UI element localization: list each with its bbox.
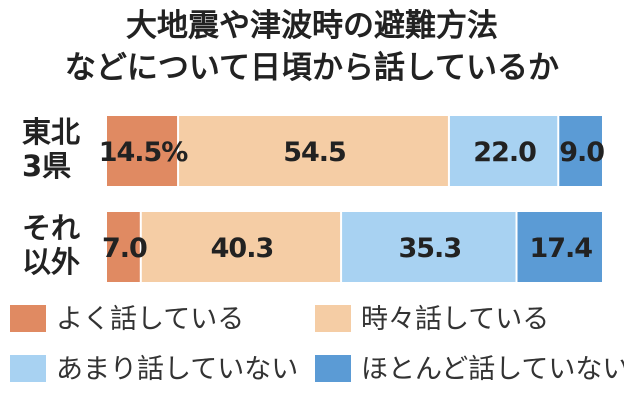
bar-segment (107, 116, 178, 186)
chart-title-line: 大地震や津波時の避難方法 (126, 8, 498, 44)
data-label: 7.0 (102, 233, 147, 264)
data-label: 22.0 (473, 137, 536, 168)
bar-segment (342, 212, 516, 282)
legend-label: 時々話している (361, 304, 549, 335)
legend-swatch (10, 305, 46, 332)
chart-title-line: などについて日頃から話しているか (65, 50, 559, 86)
bar-segment (559, 116, 602, 186)
bars (107, 116, 602, 282)
bar-segment (179, 116, 448, 186)
bar-segment (107, 212, 140, 282)
legend-swatch (315, 355, 351, 382)
data-label: 54.5 (283, 137, 346, 168)
bar-segment (141, 212, 341, 282)
legend-label: ほとんど話していない (361, 354, 624, 385)
legend-label: よく話している (56, 304, 244, 335)
bar-segment (517, 212, 602, 282)
category-label: それ (22, 211, 80, 245)
data-label: 40.3 (211, 233, 274, 264)
data-label: 14.5% (99, 137, 189, 168)
data-label: 9.0 (559, 137, 604, 168)
legend-swatch (10, 355, 46, 382)
bar-segment (449, 116, 558, 186)
value-labels: 14.5% 54.5 22.0 9.0 7.0 40.3 35.3 17.4 (99, 137, 606, 264)
category-label: 3県 (22, 149, 71, 183)
legend-label: あまり話していない (56, 354, 298, 385)
data-label: 17.4 (529, 233, 592, 264)
category-label: 東北 (22, 115, 80, 149)
category-label: 以外 (22, 245, 80, 279)
legend-swatch (315, 305, 351, 332)
data-label: 35.3 (398, 233, 461, 264)
